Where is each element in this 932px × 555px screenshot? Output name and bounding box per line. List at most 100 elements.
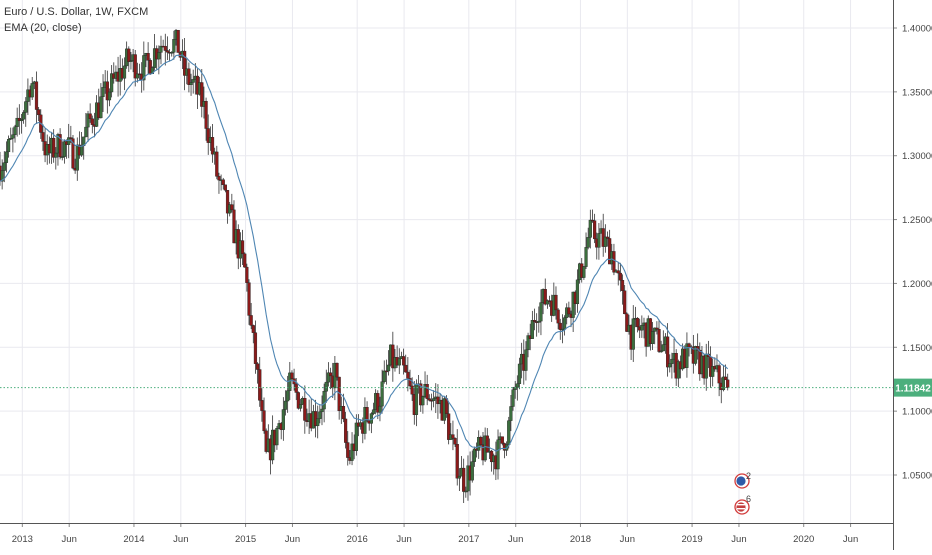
candlestick-series: [0, 29, 730, 504]
candle-body: [414, 383, 419, 415]
candle-body: [122, 65, 127, 79]
candle-body: [470, 461, 474, 481]
candle-body: [0, 170, 4, 182]
candle-body: [15, 117, 19, 127]
candle-body: [215, 151, 219, 177]
candle-body: [303, 398, 307, 421]
x-tick-label: 2014: [123, 534, 144, 545]
candle-body: [67, 137, 71, 145]
candle-body: [543, 289, 547, 305]
candle-body: [537, 320, 541, 323]
candle-body: [410, 385, 414, 395]
candle-body: [657, 329, 661, 352]
candle-body: [655, 327, 659, 330]
candle-body: [22, 112, 26, 120]
y-tick-label: 1.20000: [902, 279, 932, 290]
candle-body: [283, 400, 288, 410]
candle-body: [711, 366, 715, 377]
candle-body: [328, 372, 333, 377]
candle-body: [676, 361, 680, 379]
candle-body: [620, 280, 625, 291]
candle-body: [408, 378, 412, 387]
event-badge-top-count: 2: [746, 471, 751, 481]
candle-body: [453, 438, 457, 445]
candle-body: [509, 406, 513, 421]
candle-body: [41, 132, 45, 142]
y-tick-label: 1.25000: [902, 215, 932, 226]
candle-body: [575, 279, 580, 305]
candle-body: [79, 145, 84, 156]
candle-body: [479, 437, 483, 445]
candle-body: [69, 137, 73, 139]
event-badge-bottom-count: 6: [746, 494, 751, 504]
candle-body: [517, 363, 522, 384]
candle-body: [296, 392, 300, 409]
candle-body: [382, 370, 386, 382]
candle-body: [2, 162, 6, 171]
candle-body: [618, 272, 622, 281]
y-tick-label: 1.40000: [902, 24, 932, 35]
candle-body: [127, 48, 131, 62]
candle-body: [350, 443, 354, 461]
x-tick-label: Jun: [620, 534, 635, 545]
candle-body: [163, 45, 167, 51]
x-tick-label: Jun: [173, 534, 188, 545]
candle-body: [255, 363, 260, 370]
candle-body: [88, 113, 92, 119]
ema-series: [0, 54, 729, 452]
candle-body: [685, 343, 689, 368]
candle-body: [687, 343, 691, 348]
candle-body: [9, 138, 13, 140]
candle-body: [320, 408, 324, 413]
x-tick-label: Jun: [843, 534, 858, 545]
candle-body: [717, 365, 721, 384]
candle-body: [397, 358, 401, 366]
y-tick-label: 1.15000: [902, 343, 932, 354]
last-price-line: 1.11842: [0, 378, 932, 397]
candle-body: [335, 362, 339, 378]
x-tick-label: 2016: [347, 534, 368, 545]
indicator-label: EMA (20, close): [4, 22, 82, 34]
chart-legend: Euro / U.S. Dollar, 1W, FXCM EMA (20, cl…: [4, 4, 148, 36]
candle-body: [588, 219, 592, 238]
candle-body: [554, 294, 558, 311]
candle-body: [650, 331, 655, 344]
candle-body: [612, 251, 616, 273]
candle-body: [326, 372, 331, 383]
candle-body: [511, 389, 515, 407]
candle-body: [324, 381, 328, 392]
candle-body: [110, 73, 114, 93]
candle-body: [582, 266, 586, 278]
candle-body: [344, 418, 348, 443]
candle-body: [666, 336, 670, 368]
candle-body: [432, 398, 436, 401]
economic-events[interactable]: 2 6: [734, 471, 751, 515]
candle-body: [603, 236, 607, 247]
candle-body: [608, 238, 612, 265]
candle-body: [586, 237, 590, 248]
candle-body: [419, 383, 423, 406]
candle-body: [371, 409, 376, 414]
candle-body: [316, 418, 320, 427]
candle-body: [530, 320, 534, 339]
candle-body: [661, 344, 665, 352]
x-tick-label: 2013: [12, 534, 33, 545]
candle-body: [584, 247, 588, 267]
x-tick-label: Jun: [731, 534, 746, 545]
candle-body: [640, 325, 644, 331]
candle-body: [240, 240, 245, 255]
candle-body: [84, 126, 88, 138]
ema-line: [0, 54, 729, 452]
candle-body: [500, 436, 504, 444]
candle-body: [421, 396, 425, 406]
event-badge-top-globe-icon: [736, 476, 746, 486]
candle-body: [380, 381, 384, 407]
candle-body: [230, 204, 234, 211]
candle-body: [616, 270, 620, 274]
candle-body: [472, 448, 477, 462]
candle-body: [593, 220, 597, 240]
candle-body: [4, 151, 9, 163]
candle-body: [597, 233, 601, 248]
